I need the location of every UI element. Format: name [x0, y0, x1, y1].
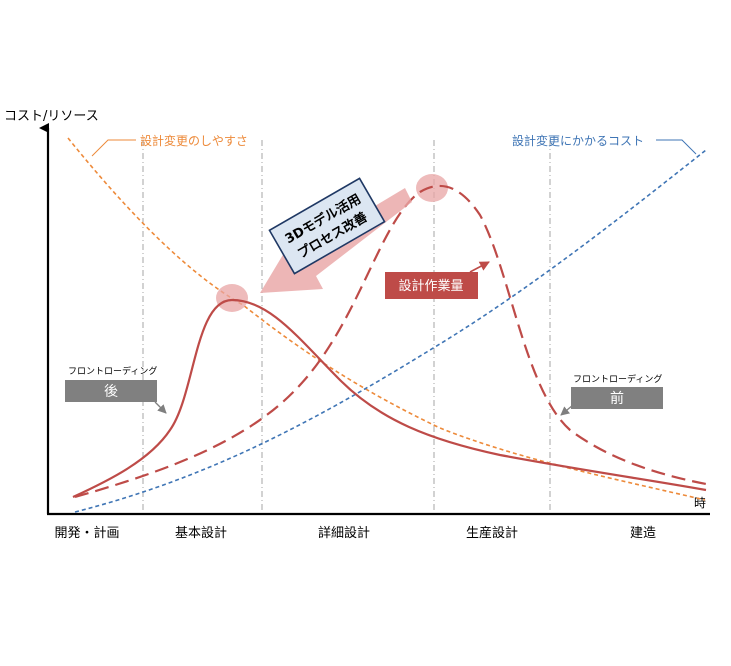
- frontloading-after-pointer: [154, 401, 167, 414]
- peak-highlight-after: [216, 284, 248, 312]
- cost-of-change-leader: [656, 139, 697, 155]
- ease-of-change-leader: [91, 139, 136, 157]
- x-axis-label: 時: [694, 496, 706, 510]
- workload-before-curve: [74, 184, 707, 499]
- phase-label-4: 生産設計: [466, 525, 518, 541]
- y-axis-label: コスト/リソース: [4, 109, 99, 124]
- phase-label-5: 建造: [630, 526, 656, 541]
- frontloading-after-caption: フロントローディング: [68, 365, 157, 377]
- workload-after-curve: [72, 298, 707, 498]
- frontloading-before-pointer: [560, 404, 574, 416]
- design-workload-badge: [385, 272, 478, 299]
- frontloading-before-badge-text: 前: [610, 390, 624, 407]
- frontloading-before-badge: [571, 387, 663, 409]
- frontloading-before-caption: フロントローディング: [573, 373, 662, 385]
- cost-of-change-label: 設計変更にかかるコスト: [512, 133, 644, 148]
- phase-label-3: 詳細設計: [318, 525, 370, 541]
- ease-of-change-curve: [67, 137, 706, 501]
- phase-dividers: [142, 140, 551, 514]
- cost-of-change-curve: [74, 149, 707, 513]
- design-workload-pointer: [469, 261, 490, 273]
- phase-label-1: 開発・計画: [54, 525, 119, 541]
- design-workload-label: 設計作業量: [398, 278, 463, 294]
- ease-of-change-label: 設計変更のしやすさ: [140, 133, 248, 148]
- phase-label-2: 基本設計: [175, 525, 227, 541]
- phase-labels: 開発・計画 基本設計 詳細設計 生産設計 建造: [54, 525, 656, 541]
- frontloading-after-badge: [65, 380, 157, 402]
- frontloading-after-badge-text: 後: [104, 384, 118, 400]
